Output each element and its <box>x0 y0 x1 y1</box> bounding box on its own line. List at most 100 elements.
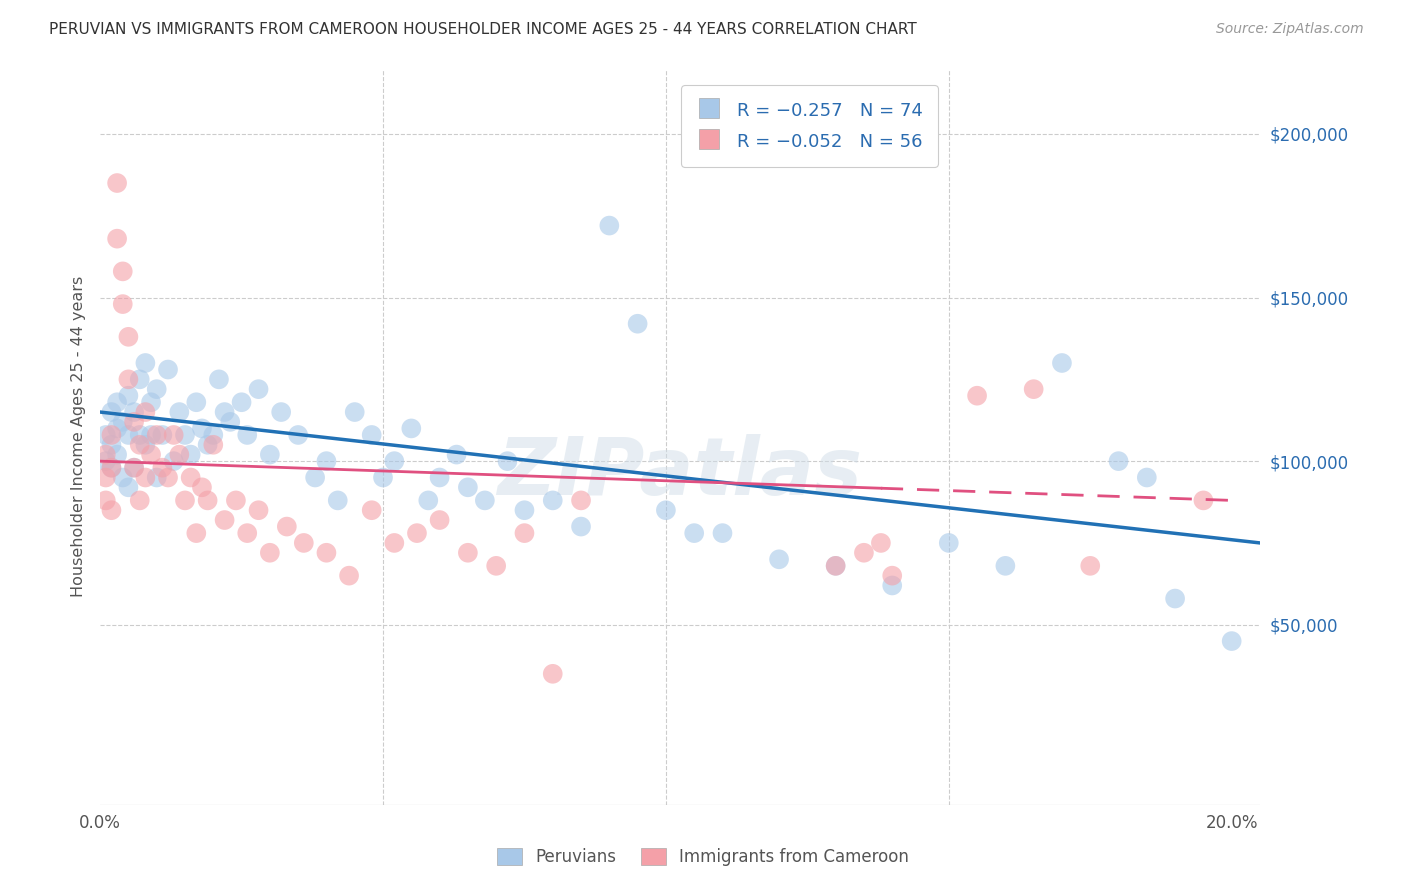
Point <box>122 460 145 475</box>
Point <box>429 513 451 527</box>
Point <box>134 356 156 370</box>
Point <box>231 395 253 409</box>
Point <box>655 503 678 517</box>
Point <box>128 493 150 508</box>
Point <box>457 546 479 560</box>
Point <box>474 493 496 508</box>
Point <box>626 317 648 331</box>
Point <box>852 546 875 560</box>
Text: Source: ZipAtlas.com: Source: ZipAtlas.com <box>1216 22 1364 37</box>
Point <box>174 493 197 508</box>
Text: PERUVIAN VS IMMIGRANTS FROM CAMEROON HOUSEHOLDER INCOME AGES 25 - 44 YEARS CORRE: PERUVIAN VS IMMIGRANTS FROM CAMEROON HOU… <box>49 22 917 37</box>
Point <box>134 470 156 484</box>
Point <box>111 297 134 311</box>
Point <box>382 454 405 468</box>
Point <box>513 526 536 541</box>
Point <box>128 372 150 386</box>
Point <box>94 470 117 484</box>
Point <box>287 428 309 442</box>
Point <box>139 395 162 409</box>
Point <box>111 264 134 278</box>
Legend: Peruvians, Immigrants from Cameroon: Peruvians, Immigrants from Cameroon <box>488 840 918 875</box>
Point <box>105 448 128 462</box>
Point <box>117 372 139 386</box>
Point <box>938 536 960 550</box>
Point <box>122 415 145 429</box>
Point <box>94 493 117 508</box>
Point <box>186 526 208 541</box>
Point <box>163 428 186 442</box>
Point <box>117 428 139 442</box>
Point <box>1164 591 1187 606</box>
Point <box>276 519 298 533</box>
Text: ZIPatlas: ZIPatlas <box>498 434 862 512</box>
Point <box>139 448 162 462</box>
Point <box>343 405 366 419</box>
Point <box>117 389 139 403</box>
Point <box>100 503 122 517</box>
Point <box>337 568 360 582</box>
Point <box>128 428 150 442</box>
Point <box>496 454 519 468</box>
Point <box>401 421 423 435</box>
Point <box>163 454 186 468</box>
Point <box>994 558 1017 573</box>
Point <box>247 382 270 396</box>
Point <box>360 503 382 517</box>
Point <box>186 395 208 409</box>
Point <box>541 493 564 508</box>
Point <box>208 372 231 386</box>
Point <box>117 330 139 344</box>
Point <box>139 428 162 442</box>
Point <box>128 438 150 452</box>
Point <box>169 405 191 419</box>
Point <box>94 454 117 468</box>
Point <box>598 219 620 233</box>
Point <box>180 448 202 462</box>
Point <box>145 470 167 484</box>
Point <box>270 405 292 419</box>
Point <box>1050 356 1073 370</box>
Point <box>259 546 281 560</box>
Point <box>1136 470 1159 484</box>
Point <box>134 438 156 452</box>
Point <box>150 460 173 475</box>
Point <box>371 470 394 484</box>
Point <box>202 428 225 442</box>
Point <box>122 460 145 475</box>
Point <box>1022 382 1045 396</box>
Point <box>134 405 156 419</box>
Point <box>870 536 893 550</box>
Point <box>225 493 247 508</box>
Point <box>457 480 479 494</box>
Point <box>150 428 173 442</box>
Point <box>1078 558 1101 573</box>
Point <box>382 536 405 550</box>
Point <box>94 448 117 462</box>
Point <box>824 558 846 573</box>
Point <box>105 395 128 409</box>
Point <box>111 415 134 429</box>
Point <box>882 568 904 582</box>
Point <box>105 421 128 435</box>
Point <box>202 438 225 452</box>
Point <box>513 503 536 517</box>
Point <box>569 493 592 508</box>
Point <box>105 176 128 190</box>
Legend: R = −0.257   N = 74, R = −0.052   N = 56: R = −0.257 N = 74, R = −0.052 N = 56 <box>682 85 938 167</box>
Point <box>214 513 236 527</box>
Point <box>882 578 904 592</box>
Point <box>122 405 145 419</box>
Y-axis label: Householder Income Ages 25 - 44 years: Householder Income Ages 25 - 44 years <box>72 276 86 598</box>
Point <box>418 493 440 508</box>
Point <box>304 470 326 484</box>
Point <box>214 405 236 419</box>
Point <box>406 526 429 541</box>
Point <box>157 470 180 484</box>
Point <box>315 454 337 468</box>
Point <box>429 470 451 484</box>
Point <box>711 526 734 541</box>
Point <box>247 503 270 517</box>
Point <box>326 493 349 508</box>
Point <box>145 428 167 442</box>
